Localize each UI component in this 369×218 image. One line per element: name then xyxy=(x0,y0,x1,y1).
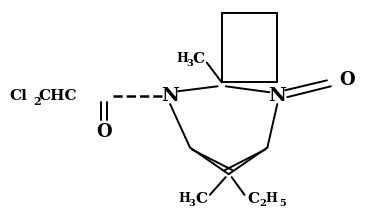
Text: 2: 2 xyxy=(33,96,41,107)
Text: CHC: CHC xyxy=(38,89,77,103)
Text: O: O xyxy=(339,71,355,89)
Text: H: H xyxy=(176,52,188,65)
Text: C: C xyxy=(192,52,204,66)
Text: H: H xyxy=(178,192,190,205)
Text: N: N xyxy=(268,87,286,105)
Text: C: C xyxy=(248,192,260,206)
Text: 3: 3 xyxy=(186,59,193,68)
Text: O: O xyxy=(96,123,111,141)
Text: H: H xyxy=(265,192,277,205)
Text: N: N xyxy=(161,87,179,105)
Text: 3: 3 xyxy=(188,199,195,208)
Text: 5: 5 xyxy=(279,199,286,208)
Text: Cl: Cl xyxy=(9,89,27,103)
Text: 2: 2 xyxy=(259,199,266,208)
Text: C: C xyxy=(195,192,207,206)
